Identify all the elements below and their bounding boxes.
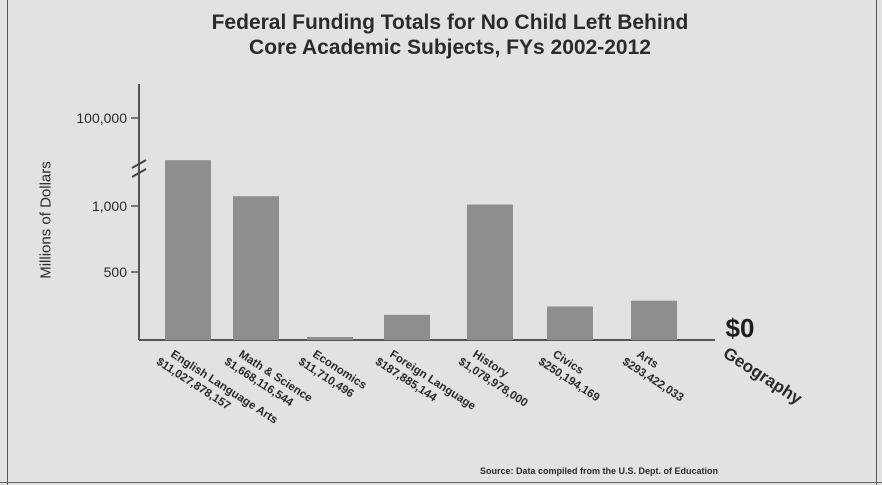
bar-3: [384, 314, 430, 340]
category-label-0: English Language Arts$11,027,878,157: [154, 348, 280, 426]
bar-0: [165, 160, 211, 340]
left-border: [7, 0, 8, 485]
bar-2: [307, 337, 353, 340]
right-border: [876, 0, 877, 485]
axis-break-mark-top: [131, 159, 147, 169]
category-label-6: Arts$293,422,033: [620, 348, 686, 404]
chart-title: Federal Funding Totals for No Child Left…: [90, 10, 810, 60]
bar-4: [467, 204, 513, 340]
y-tick-label-0: 100,000: [76, 110, 127, 126]
y-tick-label-1: 1,000: [92, 198, 127, 214]
category-name-7: Geography: [720, 343, 806, 408]
chart-title-line-2: Core Academic Subjects, FYs 2002-2012: [249, 36, 651, 59]
source-note: Source: Data compiled from the U.S. Dept…: [480, 466, 719, 476]
chart-title-line-1: Federal Funding Totals for No Child Left…: [211, 11, 689, 34]
category-label-5: Civics$250,194,169: [536, 348, 602, 404]
bottom-border: [0, 482, 882, 483]
zero-value-label: $0: [726, 313, 755, 343]
axis-break-mark-bottom: [131, 168, 147, 178]
category-label-7: Geography: [720, 343, 806, 408]
category-label-1: Math & Science$1,668,116,544: [222, 348, 314, 409]
y-tick-label-2: 500: [104, 264, 128, 280]
bar-5: [547, 306, 593, 340]
bar-1: [233, 196, 279, 340]
bar-6: [631, 300, 677, 340]
